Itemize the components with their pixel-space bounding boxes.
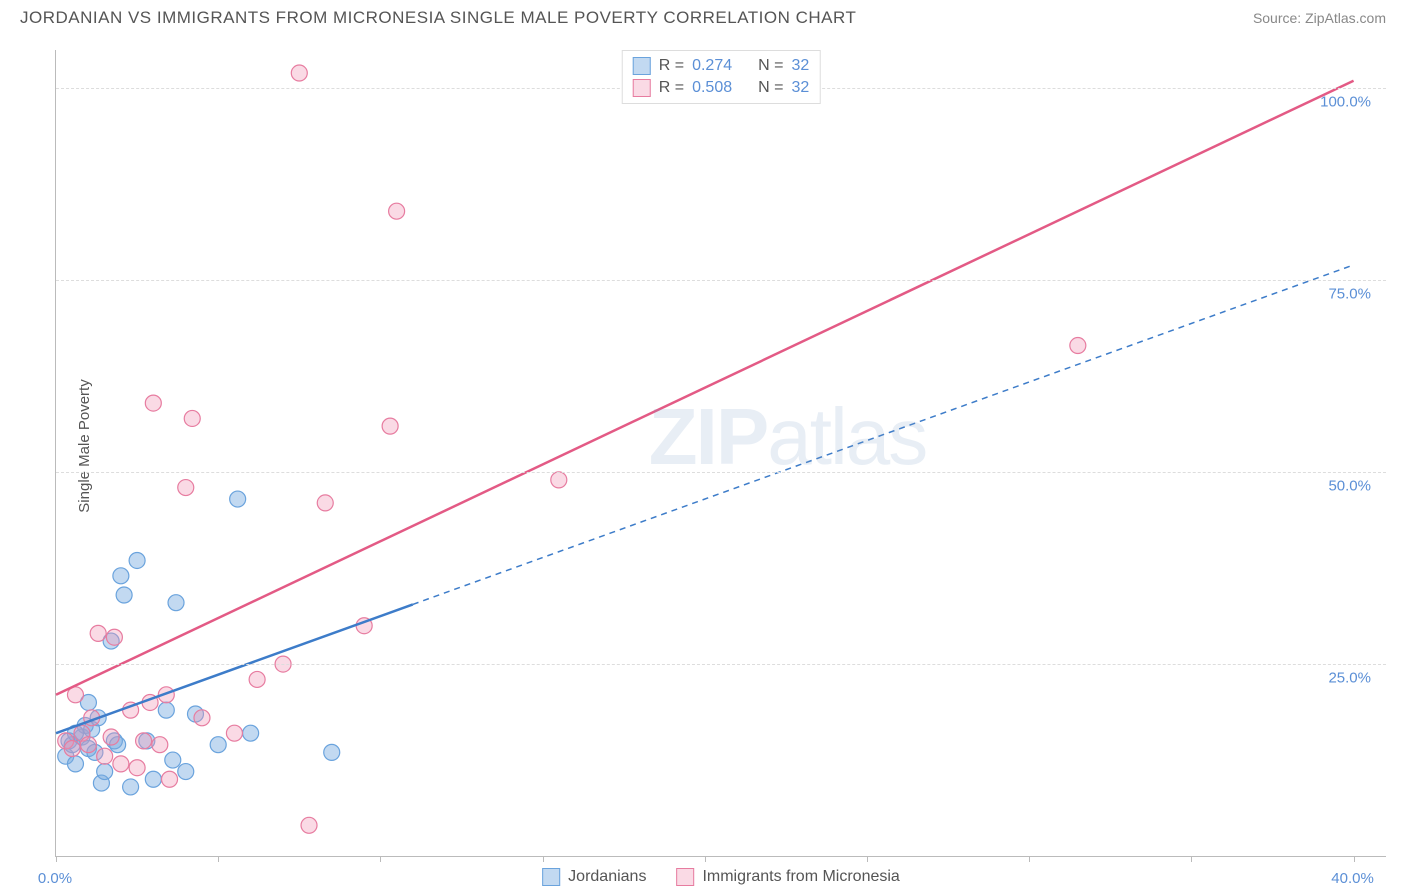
gridline [56,472,1386,473]
scatter-point [64,741,80,757]
scatter-point [129,552,145,568]
legend-item-jordanians: Jordanians [542,868,646,886]
scatter-point [103,729,119,745]
swatch-micronesia-icon [676,868,694,886]
scatter-point [551,472,567,488]
x-tick [218,856,219,862]
legend-series-box: Jordanians Immigrants from Micronesia [542,868,900,886]
scatter-point [184,410,200,426]
scatter-point [178,480,194,496]
trend-line [56,81,1354,695]
x-tick-label: 40.0% [1331,870,1374,887]
scatter-point [317,495,333,511]
legend-r-value-0: 0.274 [692,57,732,75]
scatter-point [152,737,168,753]
x-tick [543,856,544,862]
legend-r-label: R = [659,79,684,97]
y-tick-label: 75.0% [1328,286,1371,303]
x-tick [380,856,381,862]
scatter-point [382,418,398,434]
y-tick-label: 100.0% [1320,94,1371,111]
scatter-point [168,595,184,611]
scatter-point [80,737,96,753]
scatter-point [324,744,340,760]
x-tick [1191,856,1192,862]
x-tick [56,856,57,862]
scatter-point [210,737,226,753]
scatter-point [123,779,139,795]
chart-plot-area: ZIPatlas R = 0.274 N = 32 R = 0.508 N = … [55,50,1386,857]
scatter-point [97,748,113,764]
legend-label-jordanians: Jordanians [568,868,646,886]
x-tick [1029,856,1030,862]
scatter-point [113,568,129,584]
scatter-point [194,710,210,726]
scatter-point [67,756,83,772]
scatter-point [243,725,259,741]
scatter-point [389,203,405,219]
scatter-point [165,752,181,768]
scatter-point [291,65,307,81]
scatter-point [113,756,129,772]
y-tick-label: 50.0% [1328,478,1371,495]
legend-row-jordanians: R = 0.274 N = 32 [633,55,810,77]
swatch-jordanians-icon [542,868,560,886]
gridline [56,280,1386,281]
scatter-point [158,702,174,718]
scatter-point [1070,338,1086,354]
scatter-point [249,671,265,687]
legend-n-value-0: 32 [791,57,809,75]
scatter-point [106,629,122,645]
scatter-point [178,764,194,780]
source-attribution: Source: ZipAtlas.com [1253,10,1386,26]
scatter-point [145,771,161,787]
scatter-point [162,771,178,787]
scatter-point [97,764,113,780]
legend-n-value-1: 32 [791,79,809,97]
swatch-micronesia-icon [633,79,651,97]
gridline [56,664,1386,665]
scatter-point [230,491,246,507]
legend-correlation-box: R = 0.274 N = 32 R = 0.508 N = 32 [622,50,821,104]
scatter-point [301,817,317,833]
x-tick [705,856,706,862]
legend-row-micronesia: R = 0.508 N = 32 [633,77,810,99]
chart-title: JORDANIAN VS IMMIGRANTS FROM MICRONESIA … [20,8,856,28]
scatter-point [116,587,132,603]
y-tick-label: 25.0% [1328,670,1371,687]
chart-svg [56,50,1386,856]
trend-line-dashed [413,265,1354,604]
swatch-jordanians-icon [633,57,651,75]
legend-item-micronesia: Immigrants from Micronesia [676,868,899,886]
x-tick [1354,856,1355,862]
scatter-point [90,625,106,641]
scatter-point [136,733,152,749]
x-tick-label: 0.0% [38,870,72,887]
scatter-point [129,760,145,776]
legend-n-label: N = [758,57,783,75]
legend-r-label: R = [659,57,684,75]
scatter-point [226,725,242,741]
legend-n-label: N = [758,79,783,97]
x-tick [867,856,868,862]
legend-label-micronesia: Immigrants from Micronesia [702,868,899,886]
scatter-point [145,395,161,411]
legend-r-value-1: 0.508 [692,79,732,97]
